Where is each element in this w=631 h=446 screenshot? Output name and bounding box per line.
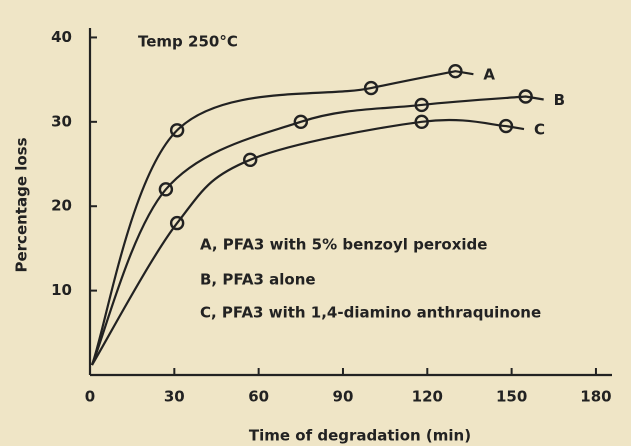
x-tick-label: 120 [412, 388, 443, 406]
y-tick-label: 40 [51, 28, 72, 46]
data-point [498, 118, 514, 134]
data-point [169, 123, 185, 138]
x-tick-label: 0 [85, 388, 95, 406]
x-tick-label: 90 [333, 388, 354, 406]
y-tick-label: 30 [51, 112, 72, 130]
series-label: B [554, 91, 565, 109]
data-point [414, 114, 429, 130]
annotation: A, PFA3 with 5% benzoyl peroxide [200, 236, 487, 254]
x-tick-label: 60 [248, 388, 269, 406]
curve [91, 118, 525, 366]
series-label: C [534, 121, 545, 139]
data-point [518, 89, 533, 104]
annotation: Temp 250°C [138, 33, 238, 51]
data-point [293, 114, 309, 130]
x-tick-label: 150 [496, 388, 527, 406]
series-label: A [483, 66, 495, 84]
data-point [243, 152, 258, 168]
data-point [158, 182, 174, 197]
curve [90, 70, 474, 366]
annotation: C, PFA3 with 1,4-diamino anthraquinone [200, 304, 541, 322]
data-point [169, 215, 185, 231]
y-axis-label: Percentage loss [13, 137, 31, 272]
x-axis-label: Time of degradation (min) [249, 427, 471, 445]
y-tick-label: 20 [51, 197, 72, 215]
data-point [363, 80, 379, 96]
data-point [448, 63, 463, 79]
y-tick-label: 10 [51, 281, 72, 299]
data-point [414, 97, 429, 113]
curve [90, 95, 544, 366]
annotation: B, PFA3 alone [200, 271, 316, 289]
x-tick-label: 30 [164, 388, 185, 406]
x-tick-label: 180 [580, 388, 611, 406]
